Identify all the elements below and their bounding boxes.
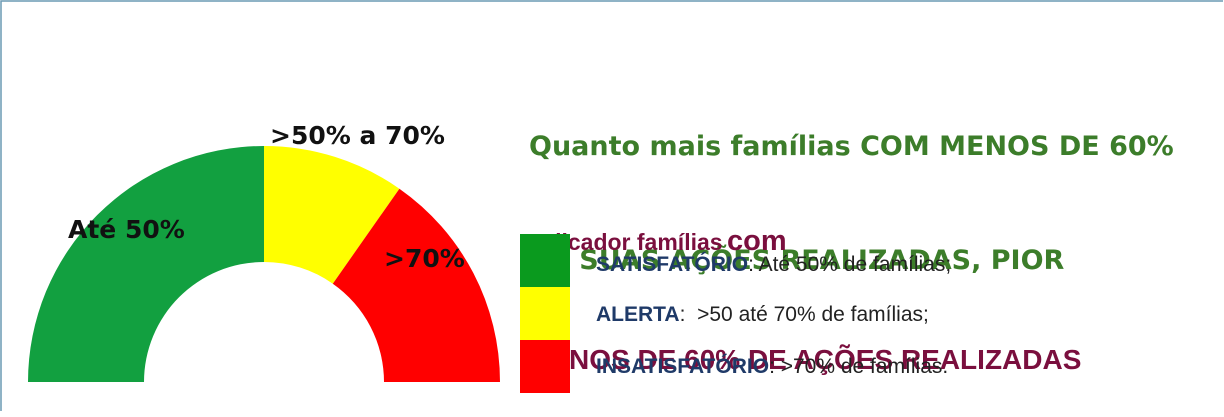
legend-term: SATISFATÓRIO — [596, 253, 749, 276]
gauge-yellow — [264, 146, 400, 284]
legend-item: INSATISFATÓRIO: >70% de famílias. — [596, 355, 948, 379]
legend-item: SATISFATÓRIO: Até 50% de famílias; — [596, 253, 951, 277]
legend-term: INSATISFATÓRIO — [596, 355, 770, 378]
legend-term: ALERTA — [596, 303, 680, 326]
swatch-green — [520, 234, 570, 287]
gauge-red — [332, 188, 500, 382]
indicator-word: com — [727, 225, 787, 257]
gauge-green — [28, 146, 264, 382]
legend-text: : >50 até 70% de famílias; — [679, 303, 929, 326]
gauge-label: Até 50% — [68, 215, 185, 244]
legend-text: : Até 50% de famílias; — [748, 253, 952, 276]
title-line: DE SUAS AÇÕES REALIZADAS, PIOR — [529, 245, 1065, 276]
legend-item: ALERTA: >50 até 70% de famílias; — [596, 303, 929, 327]
swatch-red — [520, 340, 570, 393]
title: Quanto mais famílias COM MENOS DE 60% DE… — [529, 52, 1174, 318]
legend-text: : >70% de famílias. — [769, 355, 949, 378]
swatch-yellow — [520, 287, 570, 340]
gauge-label: >70% — [384, 244, 465, 273]
gauge-label: >50% a 70% — [270, 121, 445, 150]
indicator-line: MENOS DE 60% DE AÇÕES REALIZADAS — [527, 344, 1082, 375]
title-line: Quanto mais famílias COM MENOS DE 60% — [529, 131, 1174, 162]
